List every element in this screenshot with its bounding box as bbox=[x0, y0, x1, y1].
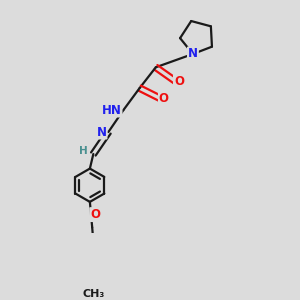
Text: O: O bbox=[159, 92, 169, 105]
Text: HN: HN bbox=[102, 103, 122, 117]
Text: N: N bbox=[97, 125, 106, 139]
Text: N: N bbox=[188, 47, 198, 61]
Text: O: O bbox=[90, 208, 100, 221]
Text: CH₃: CH₃ bbox=[82, 289, 104, 299]
Text: O: O bbox=[174, 75, 184, 88]
Text: H: H bbox=[79, 146, 88, 155]
